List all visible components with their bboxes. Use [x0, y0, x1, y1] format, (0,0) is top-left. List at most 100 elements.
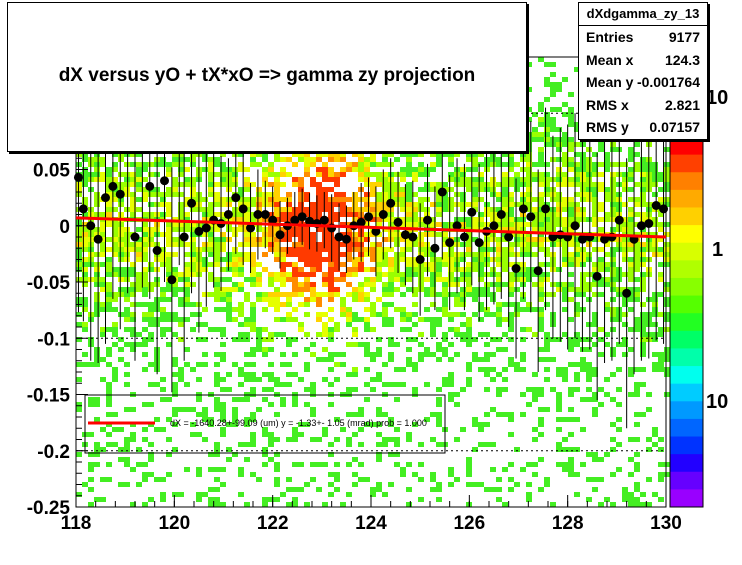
hist-cell	[298, 192, 304, 197]
hist-cell	[532, 387, 538, 392]
hist-cell	[646, 407, 652, 412]
hist-cell	[130, 407, 136, 412]
hist-cell	[352, 317, 358, 322]
hist-cell	[262, 432, 268, 437]
hist-cell	[118, 202, 124, 207]
hist-cell	[538, 327, 544, 332]
hist-cell	[664, 297, 670, 302]
hist-cell	[574, 302, 580, 307]
y-tick-label: 0.05	[33, 161, 70, 182]
hist-cell	[166, 227, 172, 232]
hist-cell	[118, 187, 124, 192]
hist-cell	[568, 137, 574, 142]
hist-cell	[604, 332, 610, 337]
hist-cell	[526, 272, 532, 277]
hist-cell	[124, 342, 130, 347]
hist-cell	[610, 372, 616, 377]
hist-cell	[136, 277, 142, 282]
hist-cell	[292, 282, 298, 287]
hist-cell	[94, 172, 100, 177]
hist-cell	[106, 262, 112, 267]
hist-cell	[352, 262, 358, 267]
hist-cell	[568, 262, 574, 267]
hist-cell	[442, 297, 448, 302]
hist-cell	[562, 437, 568, 442]
hist-cell	[358, 262, 364, 267]
hist-cell	[562, 207, 568, 212]
hist-cell	[634, 497, 640, 502]
hist-cell	[370, 302, 376, 307]
hist-cell	[658, 327, 664, 332]
hist-cell	[358, 317, 364, 322]
hist-cell	[286, 252, 292, 257]
hist-cell	[298, 432, 304, 437]
hist-cell	[664, 352, 670, 357]
hist-cell	[586, 242, 592, 247]
profile-point	[253, 210, 263, 219]
hist-cell	[160, 297, 166, 302]
hist-cell	[130, 262, 136, 267]
hist-cell	[160, 157, 166, 162]
hist-cell	[256, 202, 262, 207]
hist-cell	[430, 332, 436, 337]
hist-cell	[526, 152, 532, 157]
hist-cell	[286, 362, 292, 367]
hist-cell	[382, 217, 388, 222]
hist-cell	[532, 307, 538, 312]
hist-cell	[526, 307, 532, 312]
hist-cell	[586, 377, 592, 382]
hist-cell	[226, 447, 232, 452]
hist-cell	[262, 157, 268, 162]
profile-point	[393, 217, 403, 227]
hist-cell	[592, 342, 598, 347]
hist-cell	[334, 172, 340, 177]
hist-cell	[364, 307, 370, 312]
profile-point	[437, 187, 447, 197]
hist-cell	[220, 237, 226, 242]
hist-cell	[136, 287, 142, 292]
hist-cell	[190, 262, 196, 267]
hist-cell	[652, 367, 658, 372]
hist-cell	[394, 262, 400, 267]
hist-cell	[238, 252, 244, 257]
hist-cell	[304, 282, 310, 287]
hist-cell	[544, 367, 550, 372]
hist-cell	[412, 202, 418, 207]
hist-cell	[346, 232, 352, 237]
hist-cell	[430, 152, 436, 157]
hist-cell	[508, 177, 514, 182]
hist-cell	[310, 157, 316, 162]
hist-cell	[628, 227, 634, 232]
hist-cell	[316, 262, 322, 267]
hist-cell	[352, 167, 358, 172]
hist-cell	[94, 462, 100, 467]
hist-cell	[640, 332, 646, 337]
hist-cell	[628, 212, 634, 217]
hist-cell	[388, 482, 394, 487]
hist-cell	[496, 497, 502, 502]
hist-cell	[394, 157, 400, 162]
hist-cell	[82, 327, 88, 332]
hist-cell	[370, 287, 376, 292]
hist-cell	[532, 272, 538, 277]
hist-cell	[238, 272, 244, 277]
hist-cell	[142, 242, 148, 247]
hist-cell	[436, 257, 442, 262]
hist-cell	[640, 187, 646, 192]
hist-cell	[232, 337, 238, 342]
hist-cell	[496, 182, 502, 187]
hist-cell	[472, 237, 478, 242]
hist-cell	[214, 257, 220, 262]
hist-cell	[202, 247, 208, 252]
hist-cell	[76, 337, 82, 342]
hist-cell	[388, 272, 394, 277]
hist-cell	[184, 267, 190, 272]
hist-cell	[76, 247, 82, 252]
hist-cell	[352, 162, 358, 167]
hist-cell	[598, 282, 604, 287]
hist-cell	[406, 272, 412, 277]
hist-cell	[664, 247, 670, 252]
hist-cell	[376, 312, 382, 317]
hist-cell	[292, 502, 298, 507]
profile-point	[246, 223, 256, 233]
